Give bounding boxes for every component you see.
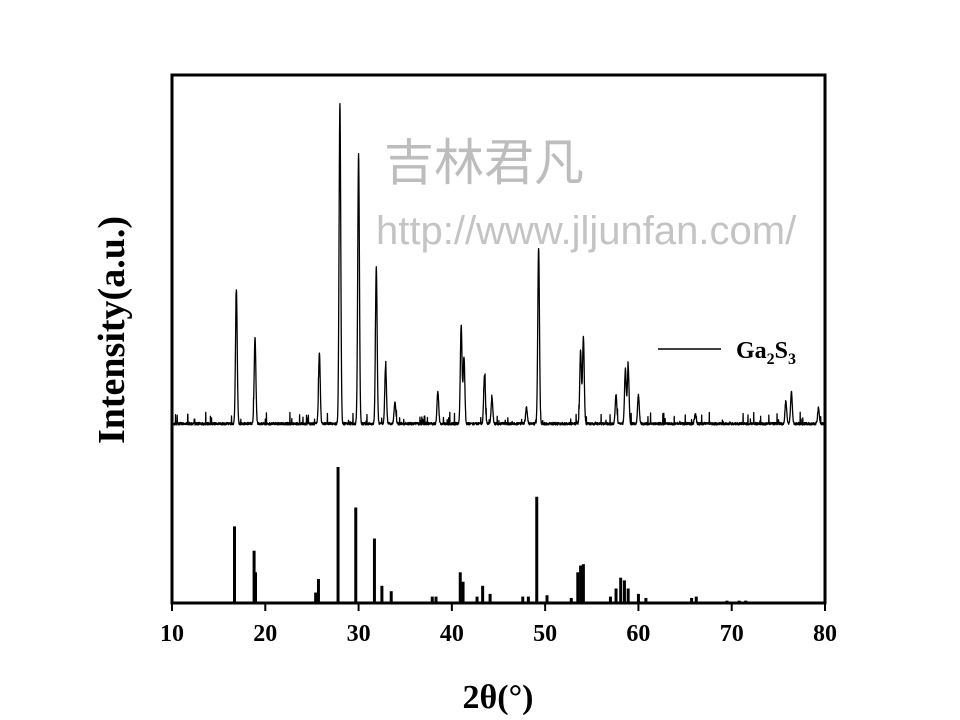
legend-label-s: S: [775, 338, 788, 364]
reference-sticks: [233, 467, 748, 602]
x-tick-label: 40: [440, 621, 464, 647]
plot-frame: [170, 73, 827, 605]
legend-label-ga: Ga: [736, 338, 767, 364]
x-tick-label: 50: [533, 621, 557, 647]
x-tick-label: 80: [813, 621, 837, 647]
legend-label-sub1: 2: [767, 351, 775, 368]
watermark-title: 吉林君凡: [384, 134, 584, 192]
y-axis-title: Intensity(a.u.): [91, 216, 133, 444]
x-axis-tick-labels: 10 20 30 40 50 60 70 80: [160, 621, 837, 647]
x-axis-title: 2θ(°): [463, 679, 534, 716]
watermark-url: http://www.jljunfan.com/: [376, 209, 797, 253]
x-tick-label: 60: [626, 621, 650, 647]
x-axis-ticks: [171, 603, 826, 611]
series-line-ga2s3: [171, 102, 826, 426]
x-tick-label: 10: [160, 621, 184, 647]
legend-label: Ga2S3: [736, 338, 796, 368]
x-tick-label: 20: [253, 621, 277, 647]
legend-label-sub2: 3: [788, 351, 796, 368]
x-tick-label: 30: [347, 621, 371, 647]
x-tick-label: 70: [720, 621, 744, 647]
